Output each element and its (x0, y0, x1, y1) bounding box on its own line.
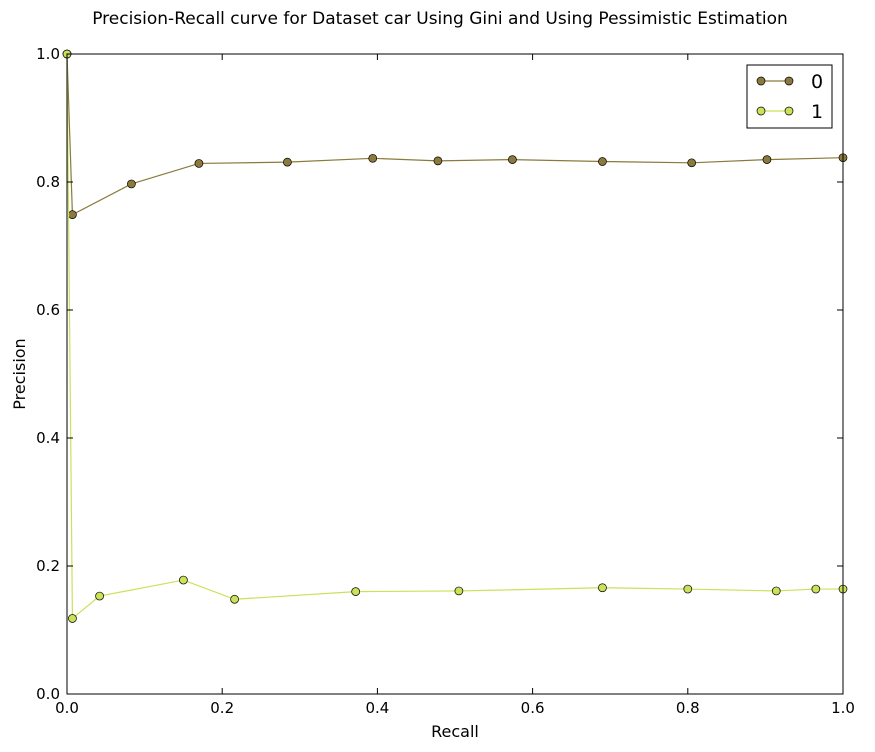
data-point (683, 584, 693, 594)
legend-marker (784, 76, 794, 86)
data-point (508, 155, 517, 164)
x-tick-label: 0.4 (365, 699, 389, 717)
chart-title: Precision-Recall curve for Dataset car U… (92, 9, 788, 29)
data-point (283, 157, 292, 167)
data-point (230, 594, 239, 604)
data-point (811, 584, 821, 594)
x-axis-label: Recall (431, 722, 479, 741)
series-line (66, 53, 844, 216)
y-tick-label: 1.0 (36, 45, 60, 63)
legend-box (746, 64, 833, 129)
series-line (66, 53, 843, 620)
data-point (433, 156, 443, 166)
legend-marker (756, 76, 766, 86)
x-tick-label: 0.0 (55, 699, 79, 717)
legend-item-0: 0 (756, 71, 823, 93)
y-tick-label: 0.8 (36, 173, 60, 191)
data-point (194, 159, 204, 168)
series-0 (62, 49, 848, 219)
data-point (598, 157, 607, 166)
legend-label: 1 (811, 101, 823, 123)
data-point (762, 155, 772, 164)
legend-marker (756, 106, 766, 116)
y-tick-label: 0.0 (36, 685, 60, 703)
x-tick-label: 0.6 (521, 699, 545, 717)
legend: 01 (746, 64, 833, 129)
series-1 (62, 49, 848, 623)
legend-label: 0 (811, 71, 823, 93)
legend-item-1: 1 (756, 101, 823, 123)
data-point (454, 586, 464, 596)
data-point (771, 586, 781, 596)
axis-ticks: 0.0 0.2 0.4 0.6 0.8 1.0 0.0 0.2 0.4 0.6 0.8 1.0 (36, 45, 855, 717)
data-point (687, 158, 697, 168)
plot-frame (66, 53, 844, 695)
data-point (179, 575, 188, 585)
data-point (598, 583, 607, 593)
data-point (368, 153, 378, 163)
x-tick-label: 1.0 (831, 699, 855, 717)
y-tick-label: 0.4 (36, 429, 60, 447)
data-point (95, 591, 104, 601)
y-axis-label: Precision (10, 338, 29, 409)
data-point (68, 210, 77, 219)
data-point (68, 614, 77, 623)
x-tick-label: 0.2 (210, 699, 234, 717)
plot-area (62, 49, 848, 623)
y-tick-label: 0.6 (36, 301, 60, 319)
y-tick-label: 0.2 (36, 557, 60, 575)
data-point (127, 179, 136, 189)
data-point (351, 587, 361, 596)
x-tick-label: 0.8 (676, 699, 700, 717)
legend-marker (784, 106, 794, 116)
